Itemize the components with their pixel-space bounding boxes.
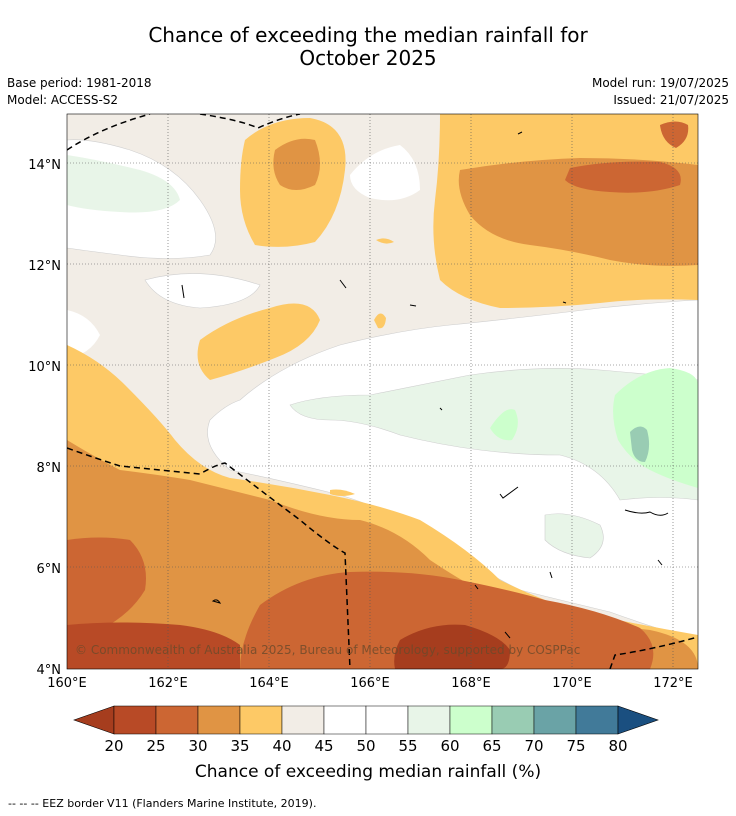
colorbar-swatch (449, 705, 493, 735)
colorbar-swatch (197, 705, 241, 735)
region-20-25 (67, 622, 240, 669)
probability-field: © Commonwealth of Australia 2025, Bureau… (67, 114, 698, 669)
region-50-55 (350, 145, 420, 201)
lon-tick-label: 170°E (552, 676, 592, 691)
lon-tick-label: 164°E (249, 676, 289, 691)
colorbar-tick-label: 70 (524, 737, 543, 755)
region-60-65 (490, 409, 518, 441)
model-run: Model run: 19/07/2025 (591, 76, 729, 90)
eez-legend-note: -- -- -- EEZ border V11 (Flanders Marine… (8, 797, 317, 810)
colorbar-swatch (575, 705, 619, 735)
region-35-40 (374, 313, 386, 329)
lat-axis: 4°N 6°N 8°N 10°N 12°N 14°N (28, 158, 61, 678)
colorbar-swatch (323, 705, 367, 735)
colorbar-title: Chance of exceeding median rainfall (%) (194, 762, 542, 782)
region-55-60 (289, 368, 698, 501)
region-35-40 (197, 303, 320, 380)
region-50-55 (67, 310, 100, 358)
base-period: Base period: 1981-2018 (7, 76, 152, 90)
region-60-65 (613, 368, 698, 488)
lat-tick-label: 4°N (37, 663, 62, 678)
colorbar-swatch (365, 705, 409, 735)
colorbar-swatch (239, 705, 283, 735)
colorbar-tick-label: 80 (608, 737, 627, 755)
colorbar-extend-low (73, 705, 115, 735)
region-30-35 (273, 138, 320, 190)
lat-tick-label: 14°N (28, 158, 61, 173)
lon-tick-label: 168°E (451, 676, 491, 691)
region-55-60 (67, 155, 180, 213)
colorbar-swatch (155, 705, 199, 735)
graticule (67, 114, 698, 669)
lat-tick-label: 6°N (37, 562, 62, 577)
region-65-70 (630, 426, 650, 462)
lat-tick-label: 10°N (28, 360, 61, 375)
region-35-40 (376, 238, 394, 244)
region-25-30 (660, 121, 689, 148)
colorbar-extend-high (617, 705, 659, 735)
issued-date: Issued: 21/07/2025 (613, 93, 729, 107)
colorbar: 20 25 30 35 40 45 50 55 60 65 70 75 80 (73, 705, 659, 755)
map-title-line1: Chance of exceeding the median rainfall … (148, 23, 588, 47)
lon-tick-label: 160°E (47, 676, 87, 691)
map-title-line2: October 2025 (299, 46, 437, 70)
colorbar-swatch (281, 705, 325, 735)
colorbar-swatch (407, 705, 451, 735)
lon-tick-label: 166°E (350, 676, 390, 691)
lat-tick-label: 12°N (28, 259, 61, 274)
colorbar-tick-label: 60 (440, 737, 459, 755)
colorbar-tick-label: 20 (104, 737, 123, 755)
eez-border (67, 114, 698, 669)
colorbar-tick-label: 75 (566, 737, 585, 755)
copyright-watermark: © Commonwealth of Australia 2025, Bureau… (75, 643, 580, 657)
model-name: Model: ACCESS-S2 (7, 93, 119, 107)
colorbar-swatch (491, 705, 535, 735)
region-20-25 (394, 624, 510, 669)
colorbar-swatch (533, 705, 577, 735)
lat-tick-label: 8°N (37, 461, 62, 476)
region-25-30 (565, 161, 681, 193)
region-25-30 (67, 537, 146, 640)
colorbar-swatch (113, 705, 157, 735)
lon-axis: 160°E 162°E 164°E 166°E 168°E 170°E 172°E (47, 676, 693, 691)
islands (181, 131, 669, 639)
colorbar-tick-label: 45 (314, 737, 333, 755)
colorbar-tick-label: 65 (482, 737, 501, 755)
region-30-35 (67, 440, 698, 669)
lon-tick-label: 162°E (148, 676, 188, 691)
region-25-30 (240, 571, 654, 669)
colorbar-tick-label: 55 (398, 737, 417, 755)
plot-frame (66, 113, 699, 670)
region-35-40 (330, 489, 355, 496)
colorbar-tick-label: 40 (272, 737, 291, 755)
colorbar-tick-label: 25 (146, 737, 165, 755)
region-55-60 (544, 513, 604, 559)
lon-tick-label: 172°E (653, 676, 693, 691)
colorbar-tick-label: 50 (356, 737, 375, 755)
region-50-55 (144, 273, 261, 309)
colorbar-tick-label: 35 (230, 737, 249, 755)
colorbar-tick-label: 30 (188, 737, 207, 755)
